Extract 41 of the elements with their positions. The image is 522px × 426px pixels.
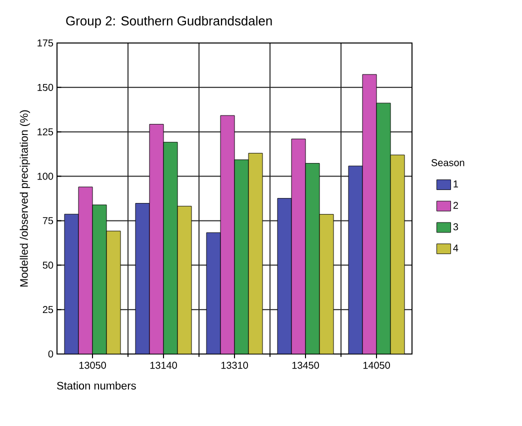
- x-tick-label: 13050: [79, 362, 106, 369]
- legend-title: Season: [431, 159, 464, 166]
- x-tick-label: 13450: [292, 362, 319, 369]
- y-axis-title: Modelled /observed precipitation (%): [20, 110, 30, 287]
- bar: [277, 198, 292, 354]
- legend-label: 4: [453, 244, 458, 252]
- bar: [319, 214, 334, 354]
- bar: [206, 232, 221, 354]
- bar: [177, 206, 192, 354]
- bar: [78, 186, 93, 354]
- y-tick-label: 125: [38, 128, 54, 136]
- y-tick-label: 25: [42, 306, 54, 314]
- bar: [376, 102, 391, 354]
- bar: [64, 214, 79, 354]
- bar: [390, 154, 405, 354]
- bar: [163, 142, 178, 354]
- bar: [305, 163, 320, 354]
- y-tick-label: 50: [42, 262, 54, 269]
- chart-title: Group 2: Southern Gudbrandsdalen: [66, 16, 272, 28]
- y-tick-label: 100: [38, 172, 54, 180]
- y-tick-label: 175: [38, 40, 54, 46]
- x-tick-label: 14050: [363, 362, 390, 369]
- bar: [149, 124, 164, 354]
- bar: [135, 203, 150, 354]
- bar: [220, 116, 235, 354]
- bar: [92, 204, 107, 354]
- bar: [248, 153, 263, 354]
- y-tick-label: 150: [38, 84, 54, 91]
- bar: [348, 166, 363, 354]
- y-tick-label: 75: [42, 217, 54, 224]
- bar: [106, 230, 121, 354]
- legend-label: 1: [454, 180, 458, 188]
- x-axis-title: Station numbers: [57, 382, 136, 390]
- legend-label: 3: [453, 223, 458, 230]
- x-tick-label: 13310: [221, 362, 248, 369]
- x-tick-label: 13140: [150, 362, 177, 369]
- bar: [291, 138, 306, 354]
- bar: [234, 160, 249, 354]
- legend-label: 2: [453, 202, 458, 209]
- bar: [362, 74, 377, 354]
- y-tick-label: 0: [48, 350, 54, 358]
